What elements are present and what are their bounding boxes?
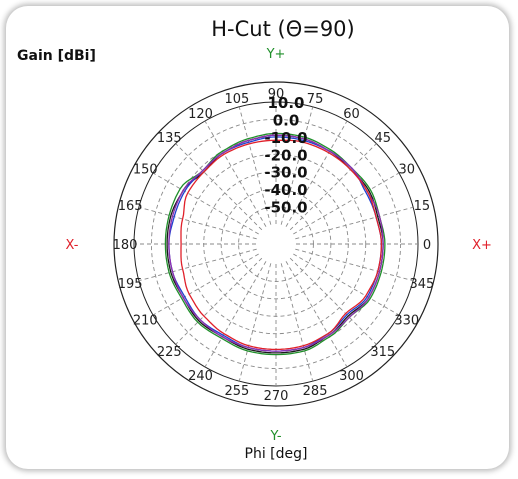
radial-grid-ring	[220, 188, 332, 300]
angle-tick-label: 0	[423, 238, 431, 253]
angle-grid-spoke	[152, 172, 259, 235]
angle-tick-label: 240	[188, 369, 213, 384]
angle-grid-spoke	[285, 261, 348, 368]
angle-grid-spoke	[295, 248, 414, 282]
angle-tick-label: 330	[394, 314, 419, 329]
radial-tick-label: 10.0	[267, 94, 304, 112]
angle-grid-spoke	[204, 261, 267, 368]
angle-tick-label: 105	[225, 92, 250, 107]
angle-grid-spoke	[138, 248, 257, 282]
angle-tick-label: 60	[343, 107, 360, 122]
angle-tick-label: 225	[157, 345, 182, 360]
angle-tick-label: 165	[118, 199, 143, 214]
chart-title: H-Cut (Θ=90)	[211, 17, 354, 41]
angle-grid-spoke	[238, 106, 272, 225]
outer-ring	[113, 81, 439, 407]
series-line-4	[180, 139, 383, 351]
angle-grid-spoke	[289, 143, 377, 231]
angle-grid-spoke	[280, 106, 314, 225]
angle-tick-label: 90	[268, 87, 285, 102]
series-line-1	[164, 132, 386, 356]
angle-tick-label: 285	[303, 384, 328, 399]
radial-tick-label: -10.0	[264, 129, 307, 147]
radial-tick-label: -40.0	[264, 181, 307, 199]
angle-grid-spoke	[280, 263, 314, 382]
radial-grid-ring	[150, 118, 402, 370]
angle-grid-spoke	[238, 263, 272, 382]
angle-tick-label: 180	[113, 238, 138, 253]
angle-grid-spoke	[138, 206, 257, 240]
series-line-3	[168, 134, 384, 352]
angle-tick-label: 270	[264, 389, 289, 404]
angle-tick-label: 210	[133, 314, 158, 329]
angle-grid-spoke	[175, 257, 263, 345]
angle-grid-spoke	[204, 120, 267, 227]
series-layer	[164, 132, 386, 356]
angle-grid-spoke	[295, 206, 414, 240]
axis-marker-y-minus: Y-	[269, 429, 281, 444]
angle-tick-label: 135	[157, 131, 182, 146]
angle-grid-spoke	[175, 143, 263, 231]
angle-axis-label: Phi [deg]	[245, 446, 308, 462]
angle-grid-spoke	[293, 172, 400, 235]
angle-grid-spoke	[152, 253, 259, 316]
radial-tick-label: -50.0	[264, 199, 307, 217]
angle-grid-spoke	[289, 257, 377, 345]
angle-tick-label: 300	[339, 369, 364, 384]
grid-layer	[113, 81, 439, 407]
angle-grid-spoke	[293, 253, 400, 316]
angle-tick-label: 315	[370, 345, 395, 360]
angle-tick-label: 45	[374, 131, 391, 146]
axis-marker-y-plus: Y+	[266, 47, 286, 62]
angle-tick-label: 345	[409, 277, 434, 292]
angle-tick-label: 75	[307, 92, 324, 107]
angle-tick-label: 195	[118, 277, 143, 292]
radial-tick-label: -30.0	[264, 164, 307, 182]
axis-marker-x-plus: X+	[472, 238, 492, 253]
axis-marker-x-minus: X-	[66, 238, 79, 253]
radial-axis-label: Gain [dBi]	[17, 48, 96, 64]
radial-tick-label: -20.0	[264, 146, 307, 164]
angle-tick-label: 120	[188, 107, 213, 122]
radial-tick-label: 0.0	[273, 111, 300, 129]
angle-tick-label: 15	[414, 199, 431, 214]
angle-tick-label: 255	[225, 384, 250, 399]
radial-grid-ring	[185, 153, 367, 335]
labels-layer: 0 15 30 45 60 75 90 105 120 135 150 165 180 195 210 225…	[17, 17, 492, 462]
angle-tick-label: 30	[398, 163, 415, 178]
angle-grid-spoke	[285, 120, 348, 227]
angle-tick-label: 150	[133, 163, 158, 178]
